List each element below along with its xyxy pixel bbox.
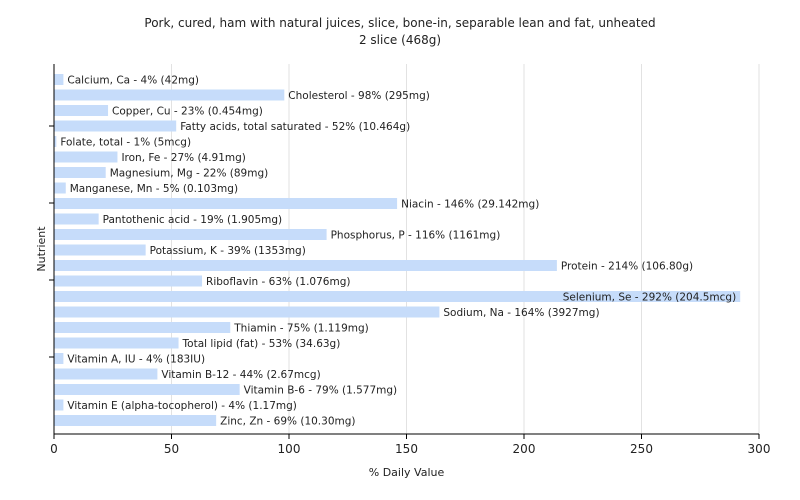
x-tick-label: 150 <box>395 442 418 456</box>
data-label: Sodium, Na - 164% (3927mg) <box>443 307 599 319</box>
data-label: Folate, total - 1% (5mcg) <box>60 137 191 149</box>
data-label: Cholesterol - 98% (295mg) <box>288 90 430 102</box>
x-tick-label: 100 <box>278 442 301 456</box>
y-axis-title: Nutrient <box>35 226 48 272</box>
data-label: Total lipid (fat) - 53% (34.63g) <box>182 338 341 350</box>
bar <box>54 337 179 349</box>
data-label: Thiamin - 75% (1.119mg) <box>233 323 369 335</box>
data-label: Vitamin E (alpha-tocopherol) - 4% (1.17m… <box>67 400 297 412</box>
bar <box>54 275 203 287</box>
x-tick-label: 250 <box>630 442 653 456</box>
bar <box>54 353 64 364</box>
bar <box>54 260 557 271</box>
bar <box>54 244 146 256</box>
bar <box>54 120 177 132</box>
bar <box>54 229 327 240</box>
data-label: Manganese, Mn - 5% (0.103mg) <box>70 183 238 195</box>
data-label: Iron, Fe - 27% (4.91mg) <box>121 152 245 164</box>
chart-subtitle: 2 slice (468g) <box>358 33 442 47</box>
data-label: Phosphorus, P - 116% (1161mg) <box>331 230 501 242</box>
bar <box>54 306 440 318</box>
data-label: Riboflavin - 63% (1.076mg) <box>206 276 350 288</box>
data-label: Zinc, Zn - 69% (10.30mg) <box>220 416 355 428</box>
data-label: Vitamin B-6 - 79% (1.577mg) <box>244 385 398 397</box>
data-label: Selenium, Se - 292% (204.5mcg) <box>563 292 737 304</box>
bar <box>54 105 109 116</box>
data-label: Pantothenic acid - 19% (1.905mg) <box>103 214 282 226</box>
bar <box>54 415 217 426</box>
data-label: Niacin - 146% (29.142mg) <box>401 199 539 211</box>
bar <box>54 213 99 225</box>
bar <box>54 368 158 380</box>
bar <box>54 322 231 333</box>
bar <box>54 151 118 163</box>
data-label: Vitamin A, IU - 4% (183IU) <box>67 354 205 366</box>
bar <box>54 89 285 101</box>
bar <box>54 198 398 209</box>
data-label: Potassium, K - 39% (1353mg) <box>150 245 306 257</box>
chart-title: Pork, cured, ham with natural juices, sl… <box>144 16 656 30</box>
data-label: Copper, Cu - 23% (0.454mg) <box>112 106 263 118</box>
data-label: Fatty acids, total saturated - 52% (10.4… <box>180 121 410 133</box>
bar <box>54 291 741 302</box>
data-label: Calcium, Ca - 4% (42mg) <box>67 75 199 87</box>
bar <box>54 136 57 147</box>
x-axis-title: % Daily Value <box>369 466 445 479</box>
bar <box>54 74 64 85</box>
data-label: Protein - 214% (106.80g) <box>561 261 693 273</box>
bar <box>54 384 240 395</box>
bar <box>54 167 106 178</box>
x-tick-label: 0 <box>50 442 58 456</box>
bar <box>54 182 66 194</box>
x-tick-label: 50 <box>164 442 179 456</box>
x-tick-label: 200 <box>513 442 536 456</box>
x-tick-label: 300 <box>748 442 771 456</box>
data-label: Vitamin B-12 - 44% (2.67mcg) <box>161 369 320 381</box>
bar <box>54 399 64 411</box>
data-label: Magnesium, Mg - 22% (89mg) <box>110 168 269 180</box>
